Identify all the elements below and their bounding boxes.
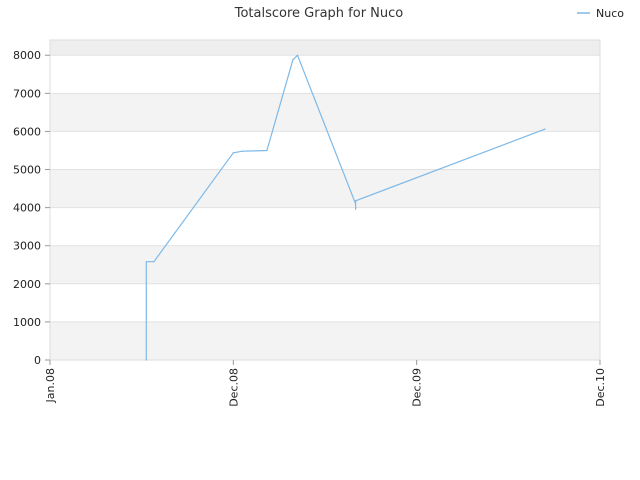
legend: Nuco: [577, 7, 624, 20]
data-point: [232, 152, 234, 154]
y-tick-label: 1000: [13, 316, 41, 329]
data-point: [544, 128, 546, 130]
plot-band: [50, 283, 600, 322]
x-tick-label: Dec.09: [411, 368, 424, 407]
data-point: [241, 150, 244, 152]
series-group: [145, 54, 546, 361]
plot-bands: [50, 40, 600, 360]
data-point: [292, 59, 294, 61]
plot-band: [50, 131, 600, 170]
plot-band: [50, 207, 600, 246]
y-tick-label: 7000: [13, 87, 41, 100]
x-axis: Jan.08 Dec.08 Dec.09 Dec.10: [44, 360, 607, 407]
plot-band: [50, 169, 600, 208]
data-point: [354, 203, 357, 205]
y-tick-label: 6000: [13, 125, 41, 138]
data-point: [354, 208, 357, 210]
data-point: [145, 261, 147, 263]
series-line-nuco: [145, 54, 546, 360]
x-tick-label: Dec.10: [594, 368, 607, 407]
y-tick-label: 3000: [13, 240, 41, 253]
data-point: [296, 54, 299, 56]
data-point: [266, 149, 268, 152]
x-tick-label: Dec.08: [227, 368, 240, 407]
y-tick-label: 5000: [13, 164, 41, 177]
plot-band: [50, 245, 600, 284]
y-tick-label: 0: [34, 354, 41, 367]
data-point: [354, 200, 357, 202]
plot-band: [50, 321, 600, 360]
y-axis: 0 1000 2000 3000 4000 5000 6000 7000 8000: [13, 49, 50, 367]
x-tick-label: Jan.08: [44, 368, 57, 403]
plot-band: [50, 55, 600, 94]
chart-title: Totalscore Graph for Nuco: [234, 6, 404, 21]
y-tick-label: 4000: [13, 202, 41, 215]
y-tick-label: 8000: [13, 49, 41, 62]
y-tick-label: 2000: [13, 278, 41, 291]
legend-label-nuco: Nuco: [596, 7, 624, 20]
plot-frame: [49, 39, 601, 361]
data-point: [153, 261, 155, 263]
data-point: [145, 359, 147, 361]
plot-band: [50, 40, 600, 56]
